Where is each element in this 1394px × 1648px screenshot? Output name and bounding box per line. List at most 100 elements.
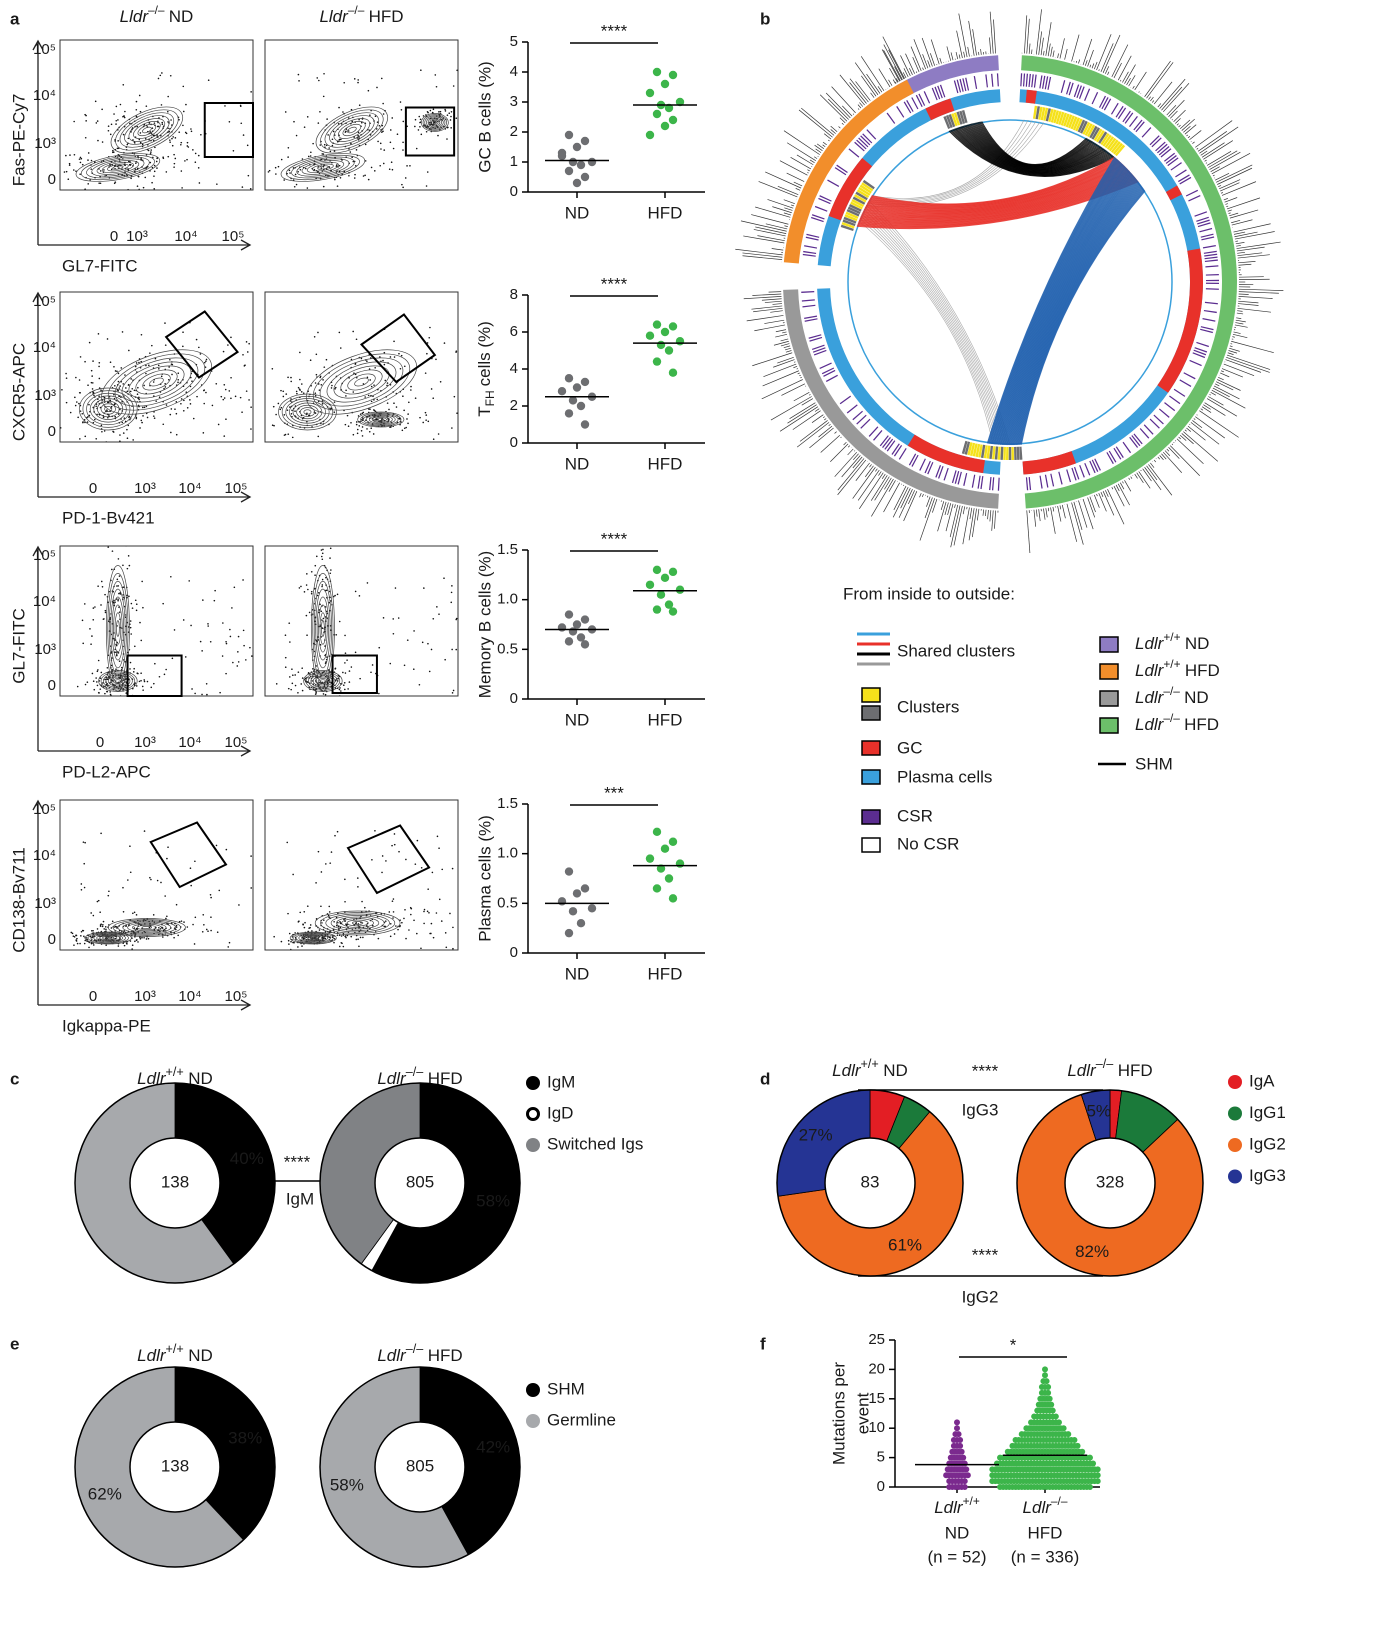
event-dot [428,670,431,673]
shared-cluster-link [1000,169,1129,445]
event-dot [344,652,347,654]
event-dot [90,168,93,170]
event-dot [90,643,92,645]
shm-spike [755,226,787,234]
data-point [557,151,567,161]
data-point [580,884,590,893]
shm-spike [1223,363,1255,377]
csr-tick [1091,91,1099,105]
cluster-tick [846,209,860,217]
shm-spike [1186,134,1189,137]
event-dot [389,662,392,665]
event-dot [395,925,397,927]
event-dot [283,179,285,181]
event-dot [99,925,102,927]
event-dot [346,659,348,661]
event-dot [116,147,119,150]
event-dot [145,372,147,375]
shm-spike [871,478,894,517]
event-dot [126,567,129,570]
shared-cluster-link [1006,175,1134,446]
shared-cluster-link [1010,179,1138,446]
event-dot [63,171,66,173]
event-dot [330,569,332,571]
csr-tick [1200,328,1213,334]
event-dot [181,187,183,189]
data-point [1071,1436,1078,1443]
event-dot [87,384,89,387]
legend-swatch [1099,663,1119,680]
csr-tick [1089,460,1096,474]
event-dot [180,398,183,400]
data-point [1079,1448,1086,1455]
contour [278,393,337,431]
event-dot [158,675,161,678]
event-dot [283,434,286,436]
event-dot [129,661,132,664]
event-dot [221,655,224,657]
y-tick-label: 4 [510,360,518,377]
shm-spike [1221,181,1257,196]
shm-spike [793,181,803,187]
shm-spike [1237,307,1272,313]
event-dot [323,706,325,708]
event-dot [399,919,401,921]
shm-spike [854,450,856,452]
contour [114,357,199,407]
donut-center: 138 [161,1456,189,1475]
value-label: 27% [799,1125,833,1144]
event-dot [122,83,125,86]
event-dot [231,607,233,609]
text-part: Ldlr [377,1346,407,1365]
event-dot [115,653,118,656]
event-dot [225,848,228,851]
shm-spike [927,60,931,68]
contour [315,676,331,686]
cluster-tick [1003,446,1006,460]
event-dot [383,351,386,354]
contour [365,414,396,425]
contour [116,620,120,637]
shm-spike [852,113,855,115]
data-point [652,605,662,614]
cluster-tick [1058,111,1065,125]
event-dot [345,395,347,397]
data-point [957,1442,964,1449]
csr-tick [1170,162,1182,171]
csr-tick [1073,84,1080,98]
contour [301,160,345,175]
shm-spike [839,117,846,124]
contour [142,126,152,134]
csr-tick [943,467,949,481]
event-dot [190,884,192,887]
legend-label: Germline [547,1410,616,1429]
shm-spike [1146,62,1174,99]
column-title: Lldr–/– HFD [319,3,403,26]
shm-spike [1229,345,1233,347]
shm-spike [1150,462,1155,468]
cluster-tick [854,194,867,203]
event-dot [401,183,403,186]
event-dot [321,578,324,581]
event-dot [353,78,356,80]
flow-ytick: 10⁴ [33,87,56,104]
shm-spike [1187,136,1191,139]
shm-spike [1138,471,1151,489]
shm-spike [770,310,783,313]
shm-spike [866,73,881,94]
shm-spike [930,53,936,66]
shared-cluster-link [858,220,994,445]
event-dot [114,370,117,372]
shm-spike [830,129,836,134]
contour [333,118,371,142]
event-dot [65,372,67,375]
shm-spike [787,404,817,424]
flow-ylabel: CXCR5-APC [9,343,28,441]
shm-spike [789,402,816,419]
shm-spike [1235,319,1246,323]
event-dot [279,408,282,411]
event-dot [151,181,153,184]
csr-tick [1133,119,1143,131]
event-dot [325,863,327,865]
text-part: –/– [1051,1494,1068,1508]
